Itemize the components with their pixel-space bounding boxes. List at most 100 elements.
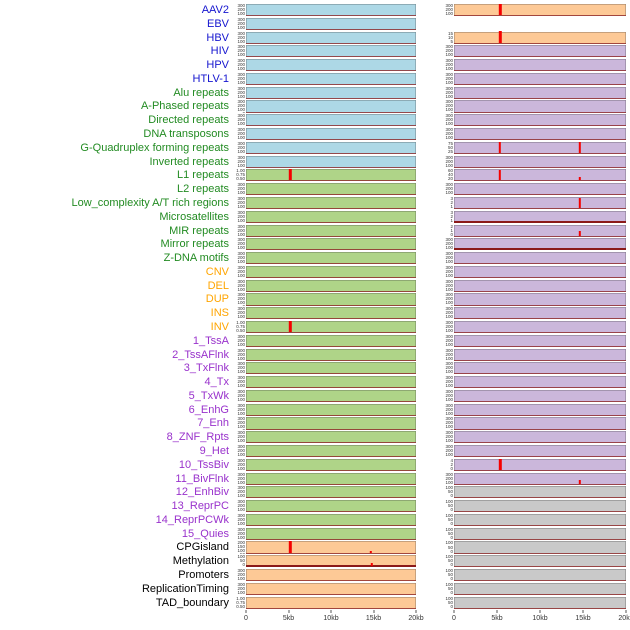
column-gap: [416, 4, 440, 16]
y-tick-label: 0: [242, 562, 245, 568]
left-track-panel: [246, 114, 416, 127]
track-row: DNA transposons30020010003002001000: [0, 128, 630, 141]
x-tick-mark: [582, 610, 584, 614]
right-track-panel: [454, 169, 626, 182]
x-tick-mark: [245, 610, 247, 614]
y-tick-label: 100: [237, 300, 245, 306]
peak-spike: [499, 459, 502, 470]
left-panel-block: 3002001000: [232, 4, 416, 17]
baseline-trace: [454, 359, 626, 361]
y-tick-labels: 100 50 0: [440, 555, 454, 567]
y-tick-label: 300: [237, 31, 245, 36]
y-tick-labels: 3002001000: [440, 4, 454, 16]
y-tick-label: 200: [445, 323, 453, 329]
left-track-panel: [246, 541, 416, 554]
y-tick-labels: 3002001000: [232, 45, 246, 57]
column-gap: [416, 252, 440, 264]
y-tick-label: 300: [445, 4, 453, 8]
x-tick-mark: [288, 610, 289, 614]
y-tick-label: 100: [237, 383, 245, 389]
track-row: EBV3002001000: [0, 17, 630, 30]
left-track-panel: [246, 431, 416, 444]
y-tick-label: 100: [237, 589, 245, 595]
row-label: 2_TssAFlnk: [172, 348, 229, 361]
y-tick-label: 300: [237, 389, 245, 394]
row-label: 11_BivFlnk: [175, 472, 229, 485]
y-tick-label: 100: [445, 355, 453, 361]
peak-spike: [578, 176, 581, 181]
y-tick-labels: 3002001000: [440, 431, 454, 443]
y-tick-label: 200: [445, 434, 453, 440]
column-gap: [416, 569, 440, 581]
y-tick-label: 0: [450, 493, 453, 499]
y-tick-label: 200: [445, 89, 453, 95]
row-label: Inverted repeats: [149, 155, 230, 168]
right-track-panel: [454, 513, 626, 526]
right-panel-block: 3002001000: [440, 183, 626, 196]
right-track-panel: [454, 582, 626, 595]
row-label: HTLV-1: [192, 72, 229, 85]
column-gap: [416, 87, 440, 99]
right-track-panel: [454, 389, 626, 402]
y-tick-labels: 3002001000: [232, 18, 246, 30]
right-panel-block: 3002001000: [440, 155, 626, 168]
y-tick-label: 300: [237, 17, 245, 22]
right-track-panel: [454, 238, 626, 251]
y-tick-label: 300: [445, 183, 453, 188]
y-tick-label: 100: [445, 300, 453, 306]
left-panel-block: 3002001000: [232, 86, 416, 99]
y-tick-label: 100: [445, 500, 453, 505]
left-track-panel: [246, 224, 416, 237]
y-tick-label: 200: [237, 541, 245, 546]
left-panel-block: 3002001000: [232, 155, 416, 168]
y-tick-label: 200: [237, 392, 245, 398]
track-row: Z-DNA motifs30020010003002001000: [0, 252, 630, 265]
y-tick-label: 100: [445, 314, 453, 320]
baseline-trace: [246, 552, 416, 554]
right-track-panel: [454, 555, 626, 568]
track-row: 2_TssAFlnk30020010003002001000: [0, 348, 630, 361]
baseline-trace: [454, 580, 626, 582]
baseline-trace: [246, 97, 416, 99]
y-tick-label: 100: [237, 24, 245, 30]
y-tick-labels: 100 50 0: [440, 500, 454, 512]
y-tick-labels: 3002001000: [232, 87, 246, 99]
y-tick-label: 200: [237, 227, 245, 233]
right-panel-block: 3002001000: [440, 389, 626, 402]
baseline-trace: [246, 497, 416, 499]
peak-spike: [499, 3, 502, 16]
y-tick-label: 100: [445, 582, 453, 587]
baseline-trace: [454, 125, 626, 127]
y-tick-label: 200: [237, 186, 245, 192]
left-panel-block: 3002001000: [232, 403, 416, 416]
y-tick-label: 0.50: [236, 327, 245, 333]
row-label: L1 repeats: [177, 169, 229, 182]
y-tick-labels: 3002001000: [232, 114, 246, 126]
y-tick-label: 100: [237, 93, 245, 99]
left-track-panel: [246, 279, 416, 292]
left-track-panel: [246, 486, 416, 499]
y-tick-label: 300: [445, 238, 453, 243]
y-tick-label: 15: [447, 31, 453, 36]
y-tick-labels: 3002001000: [232, 404, 246, 416]
track-row: HPV30020010003002001000: [0, 59, 630, 72]
y-tick-label: 200: [445, 475, 453, 481]
y-tick-labels: 3002001000: [232, 583, 246, 595]
track-row: 15_Quies3002001000100500: [0, 527, 630, 540]
y-tick-label: 200: [237, 89, 245, 95]
y-tick-label: 200: [445, 365, 453, 371]
baseline-trace: [454, 607, 626, 609]
y-tick-label: 20: [447, 176, 453, 182]
x-tick-label: 5kb: [491, 615, 503, 623]
right-panel-block: 3002001000: [440, 348, 626, 361]
right-track-panel: [454, 541, 626, 554]
left-track-panel: [246, 569, 416, 582]
y-tick-label: 200: [237, 406, 245, 412]
left-track-panel: [246, 155, 416, 168]
y-tick-label: 100: [445, 259, 453, 265]
row-label: L2 repeats: [177, 183, 229, 196]
left-panel-block: 3002001000: [232, 128, 416, 141]
left-panel-block: 3002001000: [232, 141, 416, 154]
right-panel-block: 3002001000: [440, 279, 626, 292]
